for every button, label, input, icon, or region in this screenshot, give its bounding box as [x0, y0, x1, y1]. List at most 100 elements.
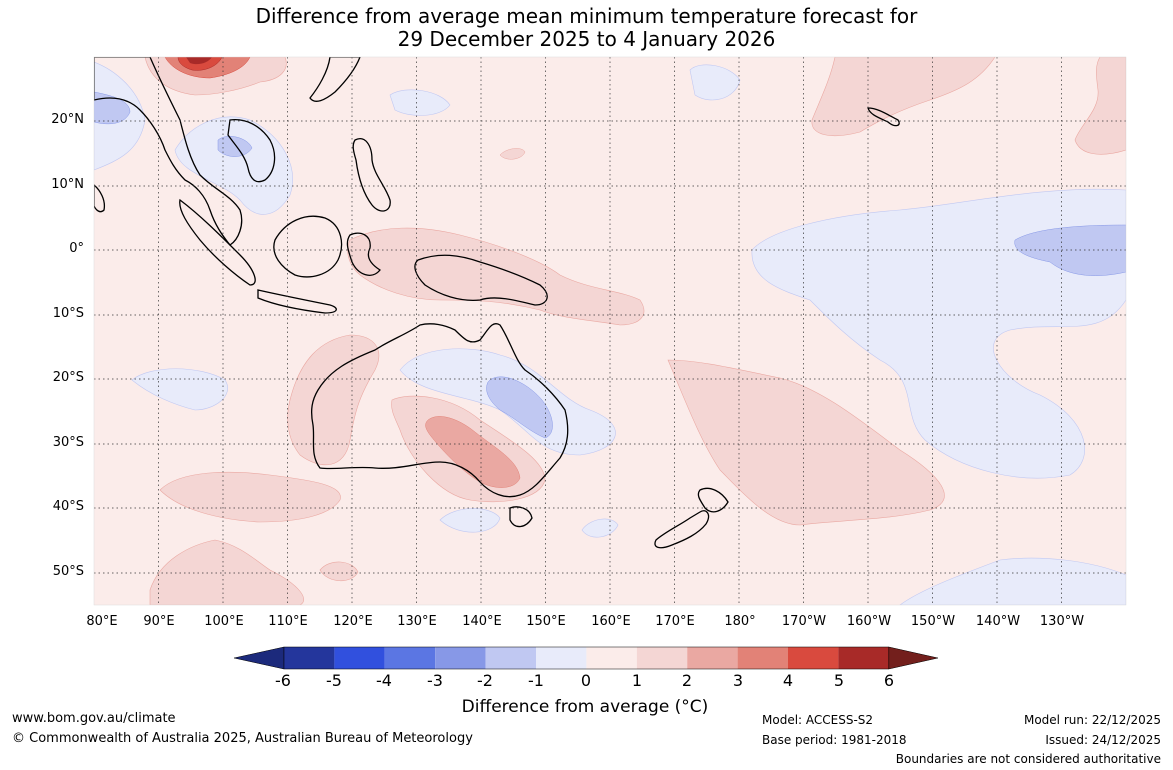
anomaly-region-indian-south-warm: [159, 471, 341, 523]
tasmania-coastline: [509, 506, 533, 528]
sumatra-coastline: [179, 198, 256, 286]
colorbar-swatch: [284, 647, 335, 669]
anomaly-region-northwest-cold: [94, 91, 131, 125]
anomaly-region-southern-ocean-cool: [581, 518, 619, 538]
lat-label: 40°S: [52, 499, 84, 514]
map-field: [94, 57, 1126, 605]
anomaly-region-hawaii-cool: [689, 64, 741, 101]
asia-mainland-coastline: [94, 57, 243, 246]
anomaly-region-indian-cool: [131, 368, 228, 411]
lon-label: 150°W: [910, 614, 956, 629]
gridlines: [94, 57, 1126, 605]
lon-label: 90°E: [143, 614, 175, 629]
model-run-date: Model run: 22/12/2025: [1023, 713, 1161, 727]
australia-coastline: [311, 323, 569, 498]
anomaly-region-north-pacific-warm: [811, 57, 996, 137]
lon-label: 140°W: [975, 614, 1021, 629]
anomaly-region-southpacific-cool: [899, 557, 1126, 605]
newzealand-south-coastline: [654, 510, 710, 549]
colorbar-tick-label: 3: [732, 671, 744, 690]
source-url: www.bom.gov.au/climate: [12, 711, 176, 726]
lat-label: 50°S: [52, 564, 84, 579]
borneo-coastline: [273, 215, 343, 278]
anomaly-region-australia-west-warm: [287, 334, 380, 466]
lon-label: 80°E: [86, 614, 118, 629]
lat-label: 20°N: [51, 112, 84, 127]
anomaly-region-northeast-warm: [1074, 57, 1126, 155]
northwest-coastline: [94, 184, 106, 213]
newguinea-coastline: [414, 254, 548, 306]
lon-label: 180°: [724, 614, 756, 629]
coastlines: [94, 57, 900, 549]
anomaly-region-australia-hot: [425, 416, 521, 488]
colorbar-tick-label: 1: [631, 671, 643, 690]
colorbar-tick-label: -1: [528, 671, 544, 690]
indochina-coastline: [227, 119, 276, 183]
lon-label: 140°E: [462, 614, 502, 629]
colorbar-swatch: [334, 647, 385, 669]
map-frame: [93, 56, 1127, 606]
boundaries-disclaimer: Boundaries are not considered authoritat…: [895, 752, 1161, 766]
colorbar-tick-label: -2: [477, 671, 493, 690]
map-title-line2: 29 December 2025 to 4 January 2026: [397, 27, 776, 51]
map-title-line1: Difference from average mean minimum tem…: [255, 4, 918, 28]
colorbar-swatch: [788, 647, 839, 669]
anomaly-region-philippine-cool: [389, 89, 451, 116]
anomaly-region-small-warm: [499, 148, 526, 160]
colorbar-under-arrow: [233, 646, 285, 670]
philippines-coastline: [352, 138, 391, 212]
hawaii-coastline: [867, 107, 900, 127]
colorbar-title: Difference from average (°C): [461, 697, 709, 717]
colorbar-over-arrow: [888, 646, 939, 670]
lat-label: 10°S: [52, 306, 84, 321]
anomaly-region-indochina-cool: [174, 116, 293, 215]
base-period: Base period: 1981-2018: [762, 733, 907, 747]
newzealand-north-coastline: [697, 487, 729, 513]
copyright-notice: © Commonwealth of Australia 2025, Austra…: [12, 731, 473, 746]
lon-label: 130°W: [1039, 614, 1085, 629]
lat-label: 0°: [69, 241, 84, 256]
lat-label: 10°N: [51, 177, 84, 192]
anomaly-region-pacific-cool: [751, 188, 1126, 479]
lon-label: 120°E: [333, 614, 373, 629]
anomaly-region-pacific-cold: [1014, 224, 1126, 276]
colorbar-tick-label: -6: [275, 671, 291, 690]
lat-label: 30°S: [52, 435, 84, 450]
colorbar-swatch: [687, 647, 738, 669]
java-coastline: [257, 289, 337, 314]
lon-label: 170°E: [655, 614, 695, 629]
lon-label: 160°W: [846, 614, 892, 629]
model-name: Model: ACCESS-S2: [762, 713, 874, 727]
colorbar-swatch: [536, 647, 587, 669]
anomaly-region-southern-small-warm: [319, 561, 359, 582]
anomaly-region-newguinea-warm: [347, 227, 645, 326]
lon-label: 160°E: [591, 614, 631, 629]
colorbar-tick-label: -3: [427, 671, 443, 690]
issued-date: Issued: 24/12/2025: [1045, 733, 1161, 747]
lon-label: 170°W: [781, 614, 827, 629]
colorbar-swatch: [485, 647, 536, 669]
colorbar-tick-label: 4: [782, 671, 794, 690]
colorbar-tick-label: -5: [326, 671, 342, 690]
anomaly-region-china-hottest: [186, 57, 212, 65]
lon-label: 130°E: [397, 614, 437, 629]
colorbar-tick-label: 6: [883, 671, 895, 690]
colorbar-tick-label: 0: [580, 671, 592, 690]
colorbar-tick-label: 5: [833, 671, 845, 690]
lon-label: 110°E: [268, 614, 308, 629]
colorbar-swatch: [384, 647, 436, 669]
colorbar-swatch: [737, 647, 788, 669]
lon-label: 150°E: [526, 614, 566, 629]
anomaly-region-tasman-cool: [439, 508, 501, 533]
anomaly-region-southern-warm: [149, 539, 305, 605]
colorbar-swatch: [838, 647, 889, 669]
colorbar-tick-label: -4: [376, 671, 392, 690]
colorbar-frame: [283, 646, 890, 670]
colorbar: [233, 646, 939, 670]
lat-label: 20°S: [52, 370, 84, 385]
sulawesi-coastline: [346, 232, 381, 276]
anomaly-region-south-pacific-warm: [667, 359, 945, 526]
colorbar-swatch: [586, 647, 637, 669]
colorbar-swatch: [636, 647, 688, 669]
